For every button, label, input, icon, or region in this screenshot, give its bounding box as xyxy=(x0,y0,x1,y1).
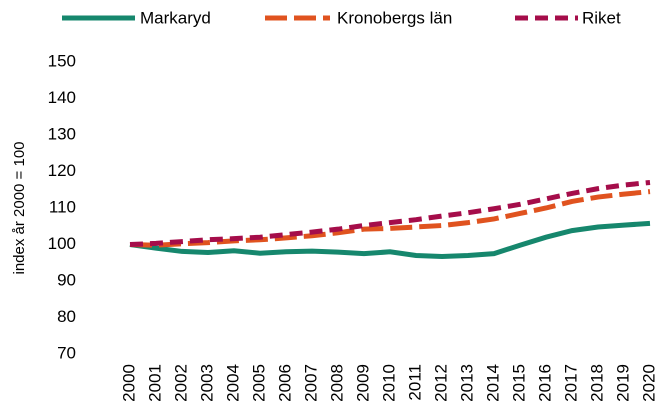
y-tick-label: 140 xyxy=(48,88,76,107)
x-tick-label: 2001 xyxy=(145,364,164,402)
x-tick-label: 2002 xyxy=(171,364,190,402)
x-tick-label: 2013 xyxy=(457,364,476,402)
x-tick-label: 2015 xyxy=(509,364,528,402)
legend-label: Riket xyxy=(582,8,621,27)
y-tick-label: 100 xyxy=(48,234,76,253)
series-line xyxy=(129,220,651,260)
x-tick-label: 2011 xyxy=(405,364,424,401)
y-tick-label: 80 xyxy=(57,307,76,326)
series-line xyxy=(129,179,651,247)
x-tick-label: 2016 xyxy=(535,364,554,402)
y-axis-label: index år 2000 = 100 xyxy=(11,141,28,274)
x-tick-label: 2020 xyxy=(639,364,658,402)
y-tick-label: 120 xyxy=(48,161,76,180)
series-line xyxy=(129,189,651,248)
x-tick-label: 2000 xyxy=(119,364,138,402)
x-tick-label: 2010 xyxy=(379,364,398,402)
x-tick-label: 2012 xyxy=(431,364,450,402)
x-tick-label: 2009 xyxy=(353,364,372,402)
x-tick-label: 2005 xyxy=(249,364,268,402)
x-tick-label: 2007 xyxy=(301,364,320,402)
x-tick-label: 2003 xyxy=(197,364,216,402)
x-tick-label: 2017 xyxy=(561,364,580,402)
y-tick-label: 110 xyxy=(49,197,76,216)
legend-label: Markaryd xyxy=(140,8,211,27)
y-tick-label: 90 xyxy=(57,270,76,289)
y-tick-label: 150 xyxy=(48,51,76,70)
x-tick-label: 2004 xyxy=(223,364,242,402)
legend-label: Kronobergs län xyxy=(337,8,452,27)
x-tick-label: 2014 xyxy=(483,364,502,402)
y-tick-label: 70 xyxy=(57,343,76,362)
y-tick-label: 130 xyxy=(48,124,76,143)
x-tick-label: 2019 xyxy=(613,364,632,402)
x-tick-label: 2006 xyxy=(275,364,294,402)
x-tick-label: 2018 xyxy=(587,364,606,402)
x-tick-label: 2008 xyxy=(327,364,346,402)
